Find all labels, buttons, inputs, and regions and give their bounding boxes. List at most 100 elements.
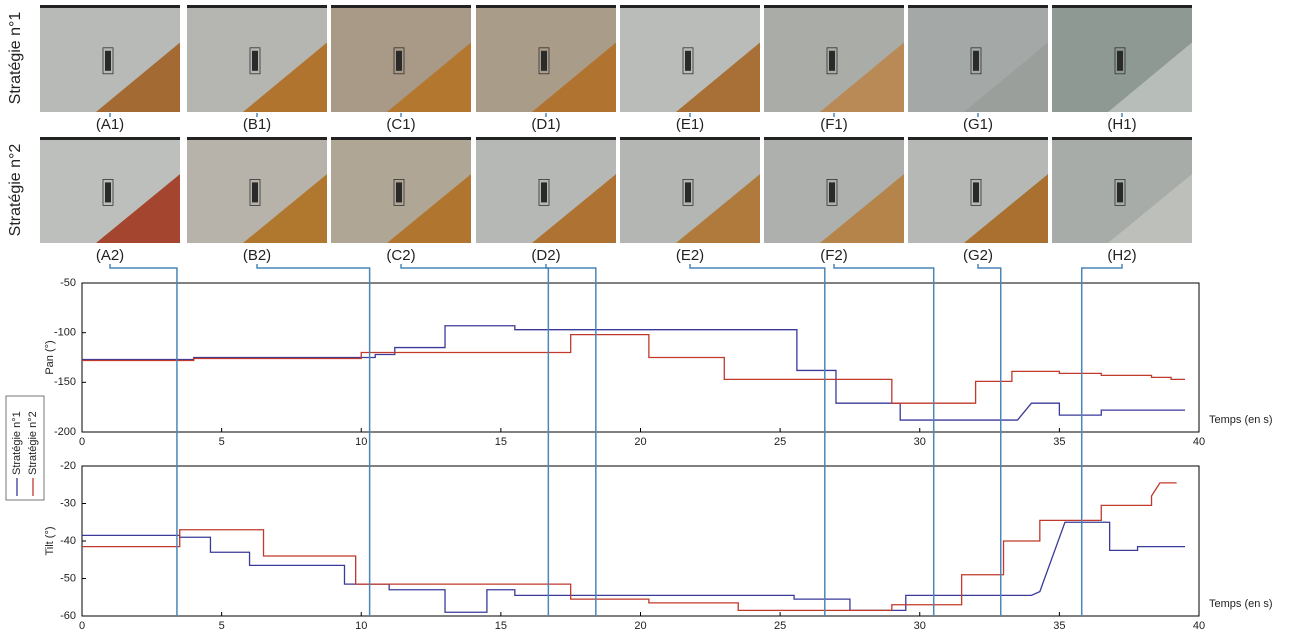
person bbox=[685, 50, 691, 71]
frame-label: (C2) bbox=[386, 247, 415, 264]
person bbox=[973, 182, 979, 203]
frame-floor bbox=[1108, 174, 1192, 243]
x-tick-label: 40 bbox=[1193, 620, 1205, 632]
person-box bbox=[102, 47, 114, 75]
x-tick-label: 40 bbox=[1193, 436, 1205, 448]
camera-frame bbox=[764, 5, 904, 113]
frame-label: (E2) bbox=[676, 247, 704, 264]
person-box bbox=[1114, 178, 1126, 206]
x-axis-label: Temps (en s) bbox=[1209, 414, 1273, 426]
frame-top-bar bbox=[1052, 137, 1192, 140]
person-box bbox=[393, 47, 405, 75]
person-box bbox=[970, 178, 982, 206]
frame-label: (D2) bbox=[531, 247, 560, 264]
x-tick-label: 20 bbox=[634, 436, 646, 448]
person-box bbox=[1114, 47, 1126, 75]
frame-top-bar bbox=[620, 5, 760, 8]
person bbox=[685, 182, 691, 203]
frame-label: (B1) bbox=[243, 116, 271, 133]
frame-top-bar bbox=[187, 137, 327, 140]
x-tick-label: 25 bbox=[774, 620, 786, 632]
series-line bbox=[82, 521, 1186, 613]
camera-frame bbox=[187, 5, 327, 113]
camera-frame bbox=[908, 5, 1048, 113]
x-tick-label: 15 bbox=[495, 436, 507, 448]
frame-top-bar bbox=[764, 137, 904, 140]
y-axis-label: Pan (°) bbox=[44, 340, 56, 374]
row-label: Stratégie n°1 bbox=[7, 12, 24, 105]
y-tick-label: -20 bbox=[60, 460, 76, 472]
legend: Stratégie n°1 Stratégie n°2 bbox=[5, 395, 45, 501]
frame-label: (A2) bbox=[96, 247, 124, 264]
y-tick-label: -50 bbox=[60, 572, 76, 584]
person bbox=[252, 182, 258, 203]
frame-top-bar bbox=[187, 5, 327, 8]
frame-floor bbox=[532, 174, 616, 243]
frame-label: (B2) bbox=[243, 247, 271, 264]
frame-label: (G2) bbox=[963, 247, 993, 264]
series-line bbox=[82, 325, 1186, 421]
person bbox=[105, 50, 111, 71]
y-tick-label: -50 bbox=[60, 277, 76, 289]
person bbox=[396, 182, 402, 203]
person-box bbox=[682, 47, 694, 75]
frame-top-bar bbox=[40, 137, 180, 140]
camera-frame bbox=[476, 137, 616, 243]
y-tick-label: -100 bbox=[54, 327, 76, 339]
person bbox=[252, 50, 258, 71]
frame-floor bbox=[820, 174, 904, 243]
frame-floor bbox=[96, 42, 180, 113]
camera-frame bbox=[1052, 137, 1192, 243]
x-tick-label: 0 bbox=[79, 620, 85, 632]
person bbox=[396, 50, 402, 71]
person-box bbox=[538, 47, 550, 75]
person-box bbox=[102, 178, 114, 206]
camera-frame bbox=[1052, 5, 1192, 113]
frame-floor bbox=[820, 42, 904, 113]
marker-line bbox=[1080, 264, 1123, 616]
frame-label: (A1) bbox=[96, 116, 124, 133]
x-tick-label: 20 bbox=[634, 620, 646, 632]
frame-top-bar bbox=[620, 137, 760, 140]
frame-floor bbox=[1108, 42, 1192, 113]
y-tick-label: -60 bbox=[60, 610, 76, 622]
frame-top-bar bbox=[1052, 5, 1192, 8]
camera-frame bbox=[476, 5, 616, 113]
frame-label: (F1) bbox=[820, 116, 848, 133]
frame-top-bar bbox=[476, 137, 616, 140]
series-line bbox=[82, 482, 1177, 612]
person-box bbox=[826, 47, 838, 75]
frame-label: (H1) bbox=[1107, 116, 1136, 133]
x-tick-label: 25 bbox=[774, 436, 786, 448]
frame-top-bar bbox=[331, 137, 471, 140]
marker-line bbox=[400, 264, 550, 616]
frame-top-bar bbox=[908, 5, 1048, 8]
frame-label: (D1) bbox=[531, 116, 560, 133]
frame-floor bbox=[532, 42, 616, 113]
marker-line bbox=[833, 264, 935, 616]
frame-top-bar bbox=[764, 5, 904, 8]
legend-label: Stratégie n°2 bbox=[27, 411, 39, 475]
x-axis-label: Temps (en s) bbox=[1209, 598, 1273, 610]
person-box bbox=[393, 178, 405, 206]
x-tick-label: 35 bbox=[1053, 436, 1065, 448]
frame-floor bbox=[676, 42, 760, 113]
frame-label: (G1) bbox=[963, 116, 993, 133]
frame-top-bar bbox=[908, 137, 1048, 140]
camera-frame bbox=[40, 137, 180, 243]
camera-frame bbox=[331, 137, 471, 243]
y-axis-label: Tilt (°) bbox=[44, 526, 56, 555]
frame-floor bbox=[964, 174, 1048, 243]
person-box bbox=[249, 178, 261, 206]
camera-frame bbox=[40, 5, 180, 113]
frame-floor bbox=[243, 174, 327, 243]
person-box bbox=[826, 178, 838, 206]
y-tick-label: -40 bbox=[60, 535, 76, 547]
camera-frame bbox=[620, 5, 760, 113]
person bbox=[1117, 182, 1123, 203]
camera-frame bbox=[620, 137, 760, 243]
camera-frame bbox=[908, 137, 1048, 243]
person-box bbox=[682, 178, 694, 206]
legend-label: Stratégie n°1 bbox=[11, 411, 23, 475]
